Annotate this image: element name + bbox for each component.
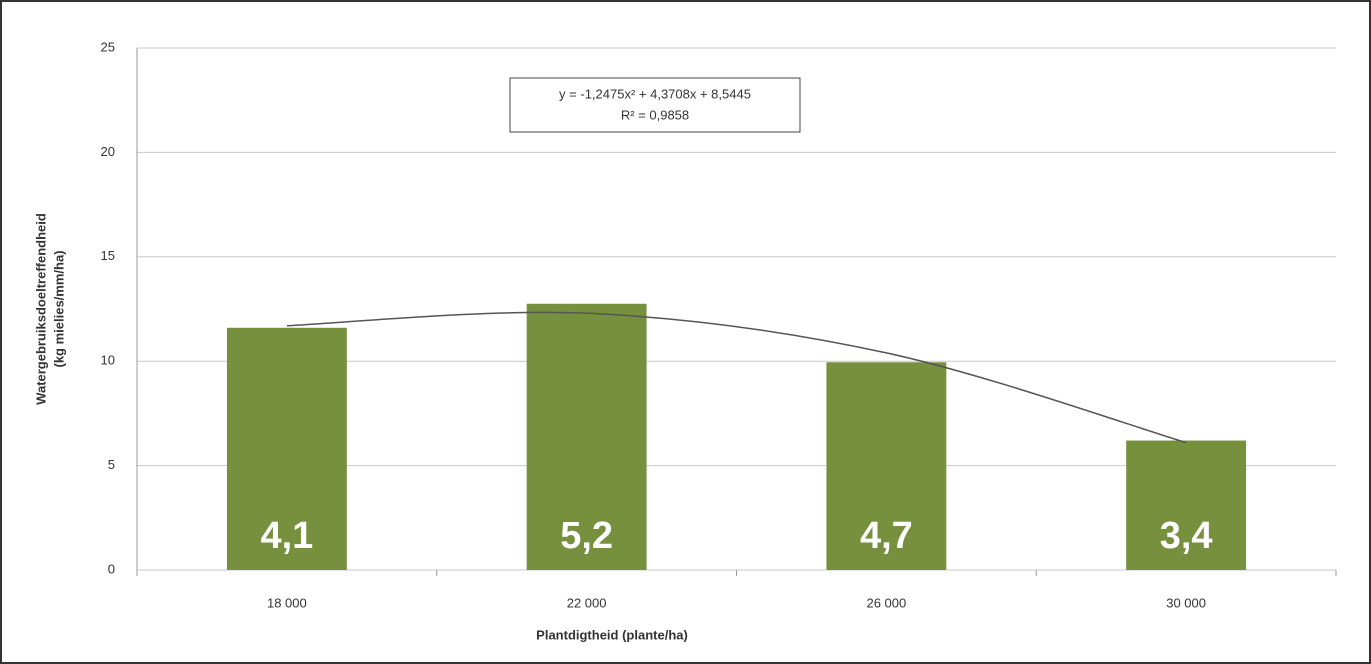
y-tick-label: 15	[101, 248, 115, 263]
bar-annotation: 4,7	[860, 515, 913, 557]
x-tick-label: 30 000	[1166, 595, 1206, 610]
y-axis-title: Watergebruiksdoeltreffendheid (kg mielie…	[33, 213, 66, 405]
x-tick-label: 22 000	[567, 595, 607, 610]
x-tick-label: 26 000	[866, 595, 906, 610]
trendline-equation: y = -1,2475x² + 4,3708x + 8,5445	[559, 86, 751, 101]
y-axis-title-line: Watergebruiksdoeltreffendheid	[33, 213, 48, 405]
trendline-r-squared: R² = 0,9858	[621, 107, 689, 122]
y-tick-label: 25	[101, 39, 115, 54]
bar-annotation: 3,4	[1160, 515, 1213, 557]
x-tick-label: 18 000	[267, 595, 307, 610]
y-tick-label: 20	[101, 144, 115, 159]
bar	[226, 327, 347, 570]
y-tick-label: 10	[101, 353, 115, 368]
bar	[826, 362, 947, 570]
y-tick-label: 5	[108, 457, 115, 472]
y-tick-label: 0	[108, 561, 115, 576]
bar	[526, 303, 647, 570]
x-axis-title: Plantdigtheid (plante/ha)	[536, 627, 688, 642]
bar-annotation: 5,2	[560, 515, 613, 557]
bar	[1126, 440, 1247, 570]
equation-box	[509, 77, 801, 133]
trendline	[286, 311, 1187, 444]
bar-annotation: 4,1	[260, 515, 313, 557]
y-axis-title-line: (kg mielies/mm/ha)	[51, 250, 66, 367]
